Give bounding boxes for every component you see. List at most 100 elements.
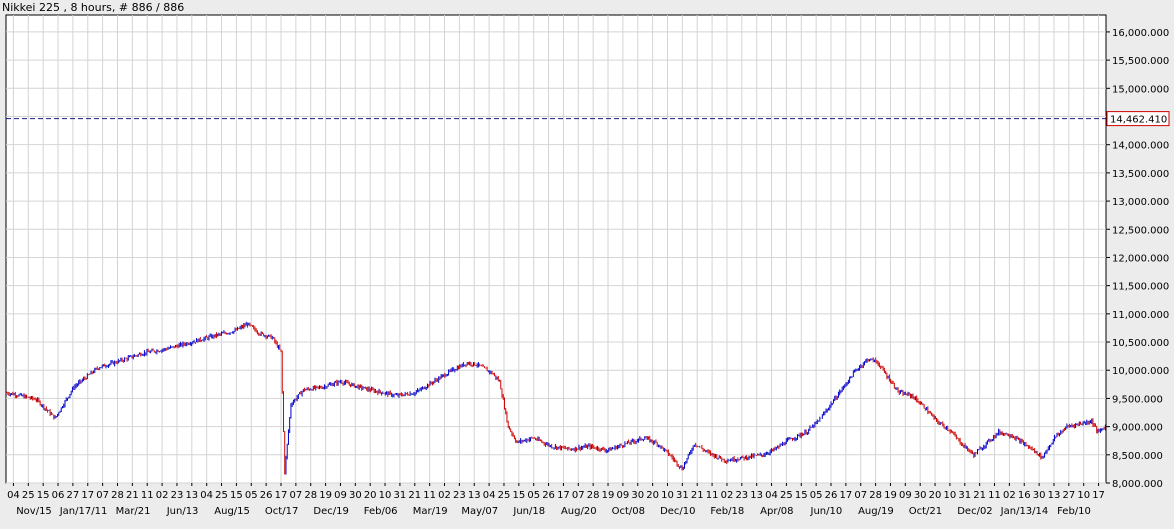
x-tick-label: 07 <box>289 490 302 501</box>
x-tick-label: 30 <box>631 490 644 501</box>
x-tick-label: 04 <box>765 490 778 501</box>
x-tick-label: 15 <box>230 490 243 501</box>
x-period-label: May/07 <box>461 506 498 517</box>
x-period-label: Jun/18 <box>512 506 545 517</box>
y-tick-label: 10,000.000 <box>1112 366 1169 377</box>
y-tick-label: 8,000.000 <box>1112 479 1163 490</box>
x-tick-label: 31 <box>394 490 407 501</box>
x-tick-label: 10 <box>379 490 392 501</box>
x-tick-label: 28 <box>587 490 600 501</box>
x-period-label: Jun/13 <box>166 506 199 517</box>
x-tick-label: 15 <box>795 490 808 501</box>
x-tick-label: 04 <box>7 490 20 501</box>
x-period-label: Jan/17/11 <box>59 506 108 517</box>
x-tick-label: 26 <box>825 490 838 501</box>
y-tick-label: 14,000.000 <box>1112 141 1169 152</box>
x-tick-label: 13 <box>185 490 198 501</box>
x-tick-label: 10 <box>944 490 957 501</box>
current-value-label: 14,462.410 <box>1110 115 1167 126</box>
x-tick-label: 28 <box>869 490 882 501</box>
x-tick-label: 17 <box>81 490 94 501</box>
x-tick-label: 27 <box>1062 490 1075 501</box>
x-tick-label: 06 <box>52 490 65 501</box>
x-tick-label: 09 <box>899 490 912 501</box>
x-tick-label: 20 <box>364 490 377 501</box>
x-tick-label: 05 <box>245 490 258 501</box>
x-tick-label: 25 <box>498 490 511 501</box>
y-tick-label: 9,500.000 <box>1112 394 1163 405</box>
x-tick-label: 20 <box>646 490 659 501</box>
x-period-label: Feb/06 <box>364 506 398 517</box>
plot-area <box>5 14 1107 484</box>
x-tick-label: 11 <box>988 490 1001 501</box>
x-tick-label: 19 <box>602 490 615 501</box>
x-tick-label: 31 <box>958 490 971 501</box>
x-period-label: Dec/19 <box>313 506 348 517</box>
x-tick-label: 23 <box>453 490 466 501</box>
x-tick-label: 23 <box>171 490 184 501</box>
y-tick-label: 9,000.000 <box>1112 423 1163 434</box>
x-period-label: Dec/02 <box>957 506 992 517</box>
x-period-label: Feb/10 <box>1057 506 1091 517</box>
y-tick-label: 13,000.000 <box>1112 197 1169 208</box>
x-tick-label: 26 <box>542 490 555 501</box>
x-tick-label: 07 <box>572 490 585 501</box>
x-tick-label: 16 <box>1018 490 1031 501</box>
x-tick-label: 19 <box>319 490 332 501</box>
x-tick-label: 04 <box>483 490 496 501</box>
x-tick-label: 07 <box>854 490 867 501</box>
x-tick-label: 27 <box>67 490 80 501</box>
x-tick-label: 21 <box>408 490 421 501</box>
x-tick-label: 20 <box>929 490 942 501</box>
x-tick-label: 25 <box>780 490 793 501</box>
y-tick-label: 12,000.000 <box>1112 253 1169 264</box>
x-tick-label: 13 <box>1048 490 1061 501</box>
x-tick-label: 30 <box>1033 490 1046 501</box>
x-tick-label: 28 <box>111 490 124 501</box>
x-tick-label: 25 <box>22 490 35 501</box>
x-period-label: Oct/17 <box>265 506 298 517</box>
x-tick-label: 11 <box>141 490 154 501</box>
x-tick-label: 15 <box>37 490 50 501</box>
x-tick-label: 02 <box>156 490 169 501</box>
x-tick-label: 26 <box>260 490 273 501</box>
y-tick-label: 12,500.000 <box>1112 225 1169 236</box>
y-tick-label: 16,000.000 <box>1112 28 1169 39</box>
x-period-label: Aug/15 <box>214 506 250 517</box>
x-tick-label: 30 <box>349 490 362 501</box>
x-tick-label: 17 <box>839 490 852 501</box>
x-tick-label: 21 <box>126 490 139 501</box>
x-period-label: Oct/08 <box>612 506 645 517</box>
x-tick-label: 23 <box>735 490 748 501</box>
y-tick-label: 13,500.000 <box>1112 169 1169 180</box>
x-tick-label: 10 <box>1077 490 1090 501</box>
x-period-label: Jan/13/14 <box>1000 506 1049 517</box>
x-tick-label: 17 <box>1092 490 1105 501</box>
x-tick-label: 17 <box>275 490 288 501</box>
chart-title: Nikkei 225 , 8 hours, # 886 / 886 <box>2 1 185 14</box>
x-tick-label: 30 <box>914 490 927 501</box>
x-tick-label: 13 <box>750 490 763 501</box>
x-tick-label: 05 <box>527 490 540 501</box>
x-tick-label: 07 <box>96 490 109 501</box>
x-tick-label: 19 <box>884 490 897 501</box>
x-tick-label: 15 <box>512 490 525 501</box>
x-tick-label: 09 <box>617 490 630 501</box>
x-tick-label: 21 <box>973 490 986 501</box>
x-tick-label: 04 <box>200 490 213 501</box>
y-tick-label: 15,500.000 <box>1112 56 1169 67</box>
x-tick-label: 05 <box>810 490 823 501</box>
x-period-label: Feb/18 <box>710 506 744 517</box>
x-period-label: Apr/08 <box>760 506 793 517</box>
x-tick-label: 11 <box>706 490 719 501</box>
x-tick-label: 17 <box>557 490 570 501</box>
x-tick-label: 02 <box>1003 490 1016 501</box>
y-tick-label: 11,000.000 <box>1112 310 1169 321</box>
x-period-label: Mar/21 <box>116 506 151 517</box>
current-value-box <box>1106 111 1170 127</box>
x-tick-label: 09 <box>334 490 347 501</box>
x-tick-label: 31 <box>676 490 689 501</box>
x-tick-label: 25 <box>215 490 228 501</box>
